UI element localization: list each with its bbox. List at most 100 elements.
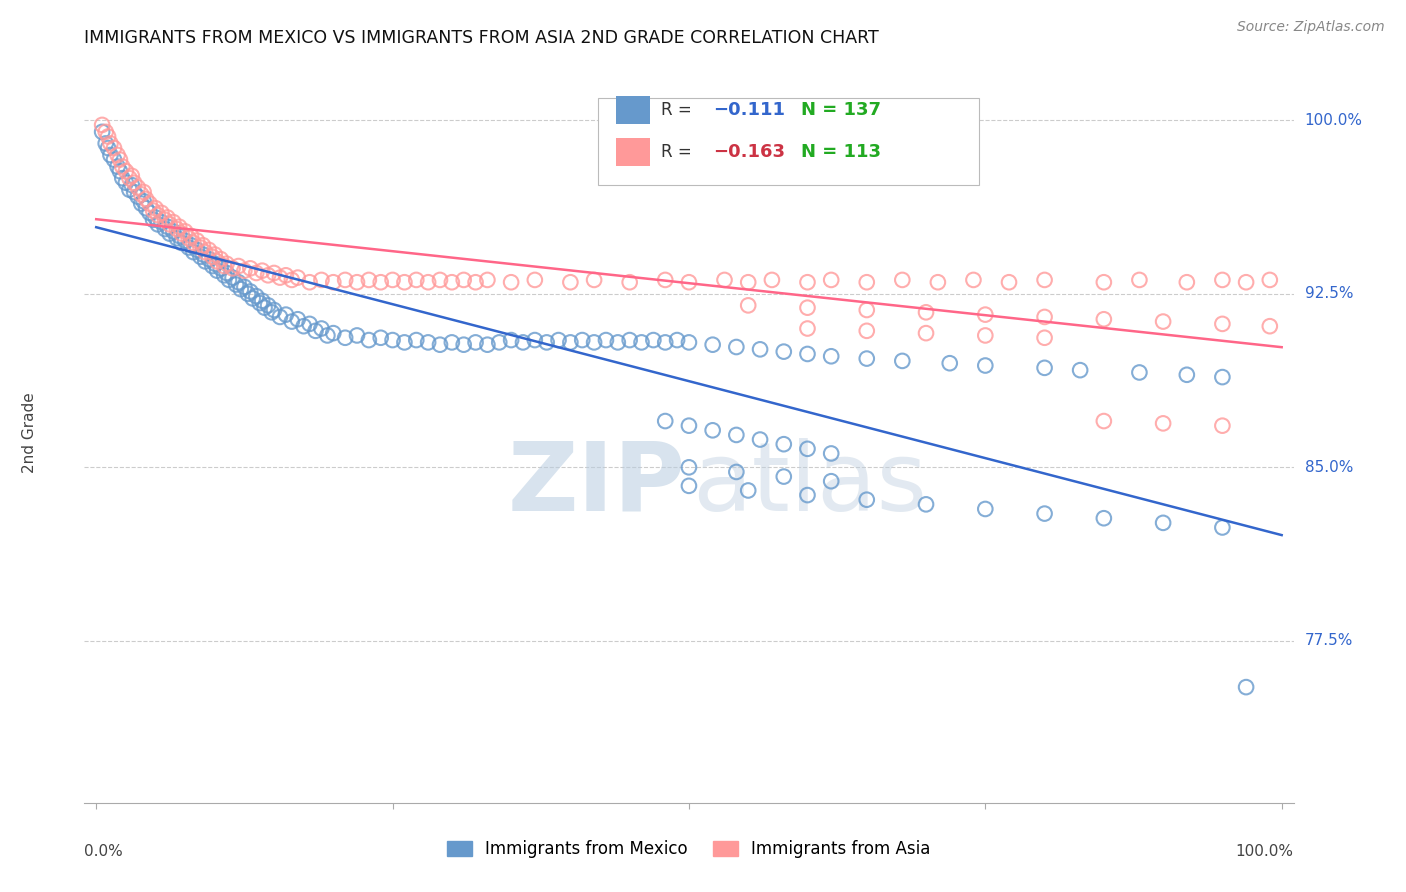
- Point: [998, 275, 1021, 289]
- Point: [316, 328, 339, 343]
- Point: [108, 153, 131, 167]
- Point: [236, 286, 259, 301]
- Point: [180, 229, 202, 244]
- Point: [440, 275, 463, 289]
- Point: [118, 183, 141, 197]
- Text: 85.0%: 85.0%: [1305, 459, 1353, 475]
- Point: [346, 328, 368, 343]
- Point: [269, 270, 291, 285]
- Point: [145, 201, 167, 215]
- Point: [281, 273, 304, 287]
- Point: [583, 273, 606, 287]
- Point: [394, 275, 416, 289]
- Point: [536, 335, 558, 350]
- Point: [111, 171, 134, 186]
- Point: [287, 270, 309, 285]
- Point: [1211, 520, 1233, 534]
- Point: [855, 303, 877, 318]
- Text: IMMIGRANTS FROM MEXICO VS IMMIGRANTS FROM ASIA 2ND GRADE CORRELATION CHART: IMMIGRANTS FROM MEXICO VS IMMIGRANTS FRO…: [84, 29, 879, 47]
- Point: [132, 194, 155, 209]
- Point: [1069, 363, 1091, 377]
- Point: [250, 293, 273, 308]
- Point: [249, 296, 271, 310]
- Point: [107, 160, 129, 174]
- Point: [702, 423, 724, 437]
- Point: [94, 136, 117, 151]
- Point: [121, 178, 143, 192]
- Point: [583, 335, 606, 350]
- Point: [311, 273, 333, 287]
- Point: [1128, 366, 1150, 380]
- Point: [855, 324, 877, 338]
- Point: [370, 275, 392, 289]
- Point: [167, 229, 190, 244]
- Point: [194, 245, 217, 260]
- Point: [166, 222, 188, 236]
- Text: atlas: atlas: [693, 438, 928, 531]
- Point: [464, 335, 486, 350]
- Point: [97, 129, 120, 144]
- Point: [194, 254, 217, 268]
- Point: [215, 266, 238, 280]
- Point: [488, 335, 510, 350]
- Point: [287, 312, 309, 326]
- Point: [138, 206, 160, 220]
- Point: [333, 331, 356, 345]
- Point: [146, 208, 169, 222]
- Point: [281, 314, 304, 328]
- Point: [111, 160, 134, 174]
- Point: [146, 218, 169, 232]
- Point: [381, 273, 404, 287]
- Point: [560, 335, 582, 350]
- FancyBboxPatch shape: [599, 98, 979, 186]
- Point: [174, 224, 197, 238]
- Point: [122, 176, 145, 190]
- Text: 2nd Grade: 2nd Grade: [22, 392, 38, 473]
- Point: [107, 148, 129, 162]
- Point: [381, 333, 404, 347]
- Point: [606, 335, 628, 350]
- Point: [100, 136, 122, 151]
- Point: [678, 460, 700, 475]
- Point: [678, 479, 700, 493]
- Point: [201, 250, 224, 264]
- Point: [974, 328, 997, 343]
- Point: [135, 192, 157, 206]
- Point: [619, 333, 641, 347]
- Point: [678, 335, 700, 350]
- Point: [225, 277, 247, 292]
- Point: [174, 234, 197, 248]
- Point: [1152, 516, 1174, 530]
- Point: [91, 125, 114, 139]
- Point: [501, 275, 523, 289]
- Point: [115, 164, 138, 178]
- Text: ZIP: ZIP: [508, 438, 685, 531]
- FancyBboxPatch shape: [616, 138, 650, 166]
- Point: [257, 298, 280, 312]
- Point: [233, 263, 256, 277]
- Point: [974, 359, 997, 373]
- Text: −0.111: −0.111: [713, 101, 785, 119]
- Point: [229, 282, 252, 296]
- Point: [250, 263, 273, 277]
- Point: [205, 254, 228, 268]
- Point: [97, 141, 120, 155]
- Point: [1234, 275, 1257, 289]
- Point: [162, 224, 184, 238]
- Point: [501, 333, 523, 347]
- Point: [725, 465, 748, 479]
- Point: [1211, 418, 1233, 433]
- Point: [1175, 368, 1198, 382]
- Point: [915, 326, 938, 340]
- Point: [619, 275, 641, 289]
- Point: [1092, 511, 1115, 525]
- Point: [429, 337, 451, 351]
- Point: [150, 206, 173, 220]
- Point: [1092, 275, 1115, 289]
- Point: [322, 326, 344, 340]
- Point: [239, 285, 262, 299]
- Point: [855, 351, 877, 366]
- Point: [103, 153, 125, 167]
- Point: [228, 259, 250, 273]
- Point: [820, 349, 842, 363]
